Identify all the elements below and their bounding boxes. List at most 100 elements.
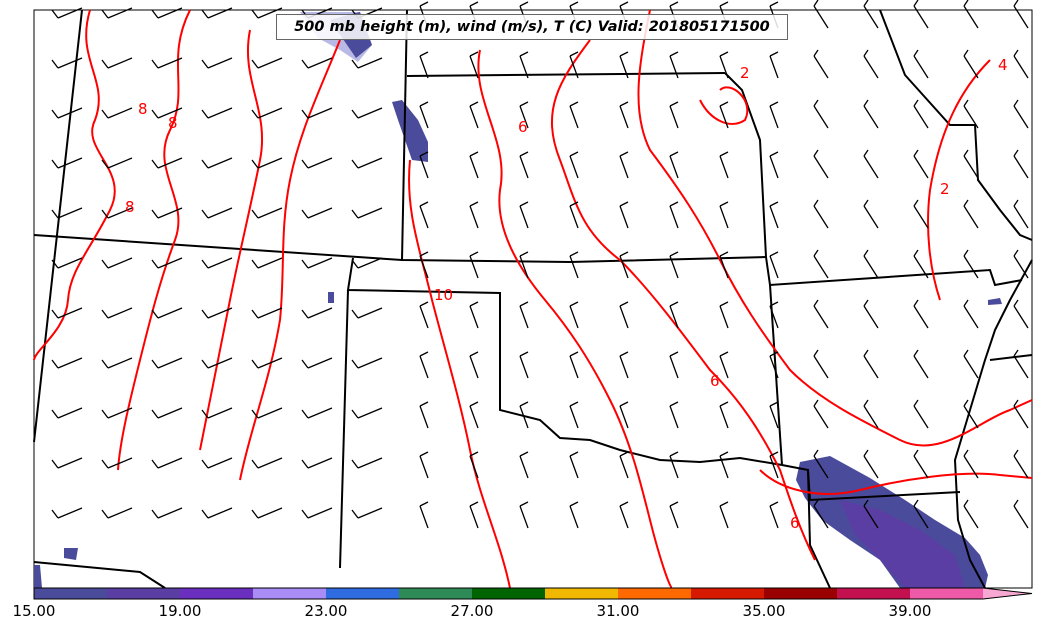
colorbar-segment xyxy=(910,588,983,599)
wind-barb xyxy=(301,207,333,219)
wind-barb xyxy=(51,207,83,219)
wind-barb xyxy=(201,257,233,269)
wind-barb xyxy=(419,401,429,429)
wind-barb xyxy=(469,451,479,479)
wind-barb xyxy=(913,499,929,529)
wind-barb xyxy=(863,0,879,29)
wind-barb xyxy=(519,351,529,379)
wind-barb xyxy=(151,7,183,19)
wind-barb xyxy=(913,249,929,279)
colorbar-tick-label: 15.00 xyxy=(12,602,56,620)
wind-barb xyxy=(101,207,133,219)
wind-barb xyxy=(469,251,479,279)
wind-barb xyxy=(419,151,429,179)
colorbar-tick-label: 23.00 xyxy=(304,602,348,620)
wind-barb xyxy=(1013,399,1029,429)
wind-barb xyxy=(101,7,133,19)
wind-barb xyxy=(201,507,233,519)
wind-barb xyxy=(569,401,579,429)
wind-barb xyxy=(569,301,579,329)
wind-barb xyxy=(769,101,779,129)
wind-barb xyxy=(101,257,133,269)
wind-barb xyxy=(519,501,529,529)
wind-barb xyxy=(419,101,429,129)
wind-barb xyxy=(963,299,979,329)
wind-barb xyxy=(863,349,879,379)
wind-barb xyxy=(913,49,929,79)
wind-barb xyxy=(913,99,929,129)
wind-barb xyxy=(719,451,729,479)
wind-barb xyxy=(101,307,133,319)
wind-barb xyxy=(301,57,333,69)
wind-barb xyxy=(769,401,779,429)
wind-barb xyxy=(863,249,879,279)
wind-barb xyxy=(863,499,879,529)
wind-barb xyxy=(863,49,879,79)
wind-barb xyxy=(719,401,729,429)
wind-barb xyxy=(201,107,233,119)
wind-barb xyxy=(619,51,629,79)
wind-barb xyxy=(769,151,779,179)
wind-barb xyxy=(419,451,429,479)
wind-barb xyxy=(963,249,979,279)
wind-barb xyxy=(301,357,333,369)
wind-barb xyxy=(569,201,579,229)
wind-barb xyxy=(519,201,529,229)
wind-barb xyxy=(151,257,183,269)
wind-barb xyxy=(469,301,479,329)
wind-barb xyxy=(863,399,879,429)
wind-barb xyxy=(669,451,679,479)
wind-barb xyxy=(201,7,233,19)
wind-barb xyxy=(963,399,979,429)
wind-barb xyxy=(301,107,333,119)
wind-barb xyxy=(251,407,283,419)
wind-barb xyxy=(813,499,829,529)
wind-barb xyxy=(963,99,979,129)
wind-barb xyxy=(351,407,383,419)
colorbar-segment xyxy=(618,588,691,599)
wind-barb xyxy=(1013,349,1029,379)
wind-barb xyxy=(419,251,429,279)
wind-barb xyxy=(151,507,183,519)
wind-barb xyxy=(913,399,929,429)
colorbar-tick-label: 39.00 xyxy=(888,602,932,620)
wind-barb xyxy=(351,107,383,119)
wind-barb xyxy=(813,0,829,29)
wind-barb xyxy=(569,51,579,79)
wind-barb xyxy=(813,149,829,179)
wind-barbs xyxy=(51,0,1029,529)
wind-barb xyxy=(201,57,233,69)
contour-labels: 8 8 8 6 10 2 6 6 4 2 xyxy=(125,56,1008,532)
wind-barb xyxy=(469,501,479,529)
wind-barb xyxy=(719,151,729,179)
wind-barb xyxy=(769,351,779,379)
wind-barb xyxy=(301,307,333,319)
wind-barb xyxy=(1013,499,1029,529)
wind-barb xyxy=(251,257,283,269)
wind-barb xyxy=(813,99,829,129)
wind-barb xyxy=(619,251,629,279)
wind-barb xyxy=(351,57,383,69)
wind-barb xyxy=(251,57,283,69)
wind-barb xyxy=(251,107,283,119)
wind-barb xyxy=(963,199,979,229)
wind-barb xyxy=(301,507,333,519)
wind-barb xyxy=(669,51,679,79)
wind-barb xyxy=(51,407,83,419)
wind-barb xyxy=(151,307,183,319)
contour-label: 6 xyxy=(790,514,800,532)
wind-barb xyxy=(963,49,979,79)
wind-barb xyxy=(963,499,979,529)
wind-barb xyxy=(963,449,979,479)
wind-barb xyxy=(469,201,479,229)
wind-barb xyxy=(251,457,283,469)
wind-barb xyxy=(1013,249,1029,279)
wind-barb xyxy=(863,449,879,479)
colorbar-segment xyxy=(326,588,399,599)
wind-barb xyxy=(519,51,529,79)
wind-barb xyxy=(201,207,233,219)
wind-barb xyxy=(469,101,479,129)
wind-barb xyxy=(469,351,479,379)
wind-barb xyxy=(913,199,929,229)
